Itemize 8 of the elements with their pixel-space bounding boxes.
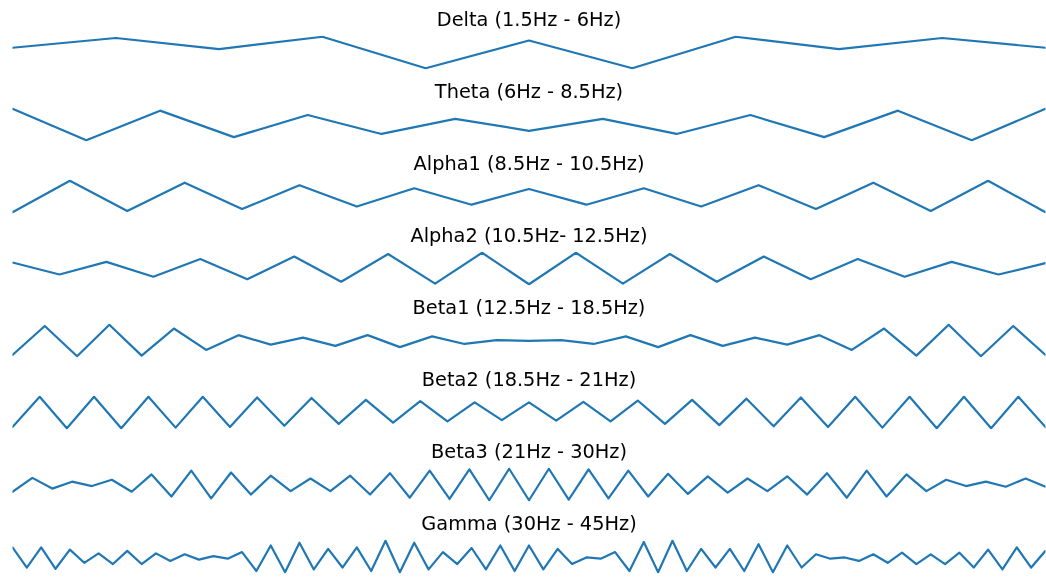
chart-title: Gamma (30Hz - 45Hz): [421, 511, 637, 535]
chart-title: Beta3 (21Hz - 30Hz): [431, 439, 627, 463]
chart-title: Beta2 (18.5Hz - 21Hz): [421, 367, 637, 391]
chart-title: Alpha1 (8.5Hz - 10.5Hz): [413, 151, 645, 175]
chart-title: Delta (1.5Hz - 6Hz): [436, 7, 622, 31]
chart-title: Theta (6Hz - 8.5Hz): [433, 79, 624, 103]
chart-title: Alpha2 (10.5Hz- 12.5Hz): [410, 223, 648, 247]
chart-title: Beta1 (12.5Hz - 18.5Hz): [412, 295, 646, 319]
